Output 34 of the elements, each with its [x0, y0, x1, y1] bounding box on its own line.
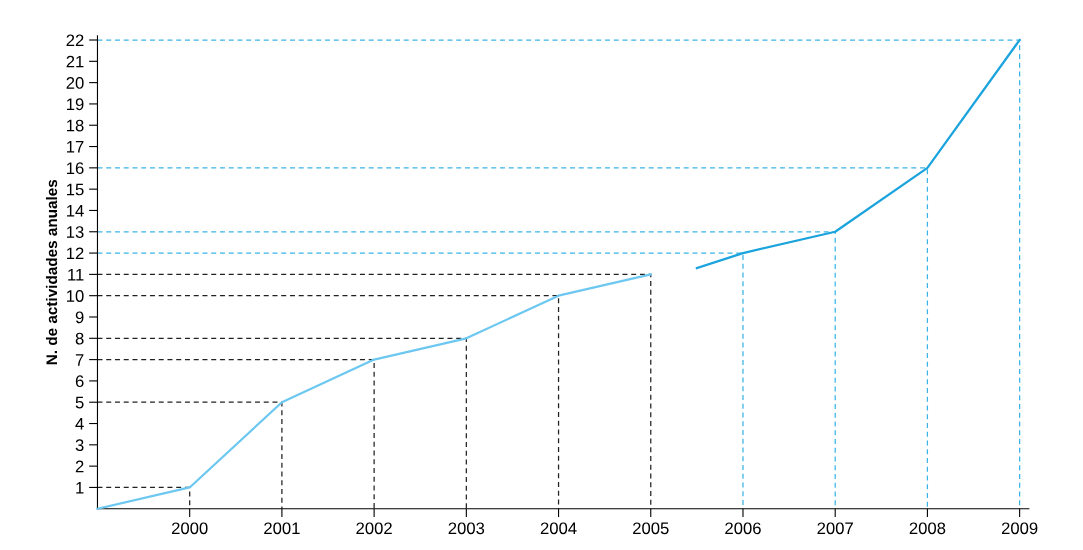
- y-tick-label: 18: [67, 119, 84, 132]
- x-tick-label: 2007: [817, 522, 853, 535]
- y-tick-label: 16: [67, 162, 84, 175]
- y-tick-label: 12: [67, 247, 84, 260]
- y-tick-label: 9: [75, 311, 84, 324]
- y-tick-label: 14: [67, 205, 84, 217]
- x-tick-label: 2009: [1001, 522, 1038, 535]
- x-tick-label: 2003: [448, 522, 485, 535]
- y-axis-title: N. de actividades anuales: [45, 179, 58, 365]
- y-tick-label: 1: [76, 482, 84, 494]
- y-tick-label: 11: [68, 268, 84, 281]
- x-tick-label: 2001: [264, 522, 300, 535]
- y-tick-label: 2: [75, 460, 84, 473]
- y-tick-label: 21: [66, 55, 84, 68]
- y-tick-label: 10: [67, 290, 84, 302]
- y-tick-label: 20: [66, 77, 84, 89]
- x-tick-label: 2005: [633, 522, 669, 535]
- y-tick-label: 22: [66, 34, 84, 47]
- y-tick-label: 8: [75, 332, 84, 345]
- y-tick-label: 6: [75, 375, 84, 388]
- y-tick-label: 19: [67, 98, 84, 111]
- x-tick-label: 2006: [725, 522, 761, 535]
- x-tick-label: 2008: [909, 522, 946, 535]
- x-tick-label: 2002: [356, 522, 392, 535]
- line-series: [695, 38, 1021, 270]
- y-tick-label: 7: [75, 354, 84, 366]
- y-tick-label: 17: [67, 141, 84, 153]
- y-tick-label: 3: [75, 439, 84, 452]
- x-tick-label: 2000: [171, 522, 208, 535]
- y-tick-label: 13: [67, 226, 84, 238]
- y-tick-label: 5: [75, 396, 84, 409]
- y-tick-label: 15: [67, 183, 84, 196]
- x-tick-label: 2004: [540, 522, 577, 535]
- y-tick-label: 4: [75, 418, 84, 430]
